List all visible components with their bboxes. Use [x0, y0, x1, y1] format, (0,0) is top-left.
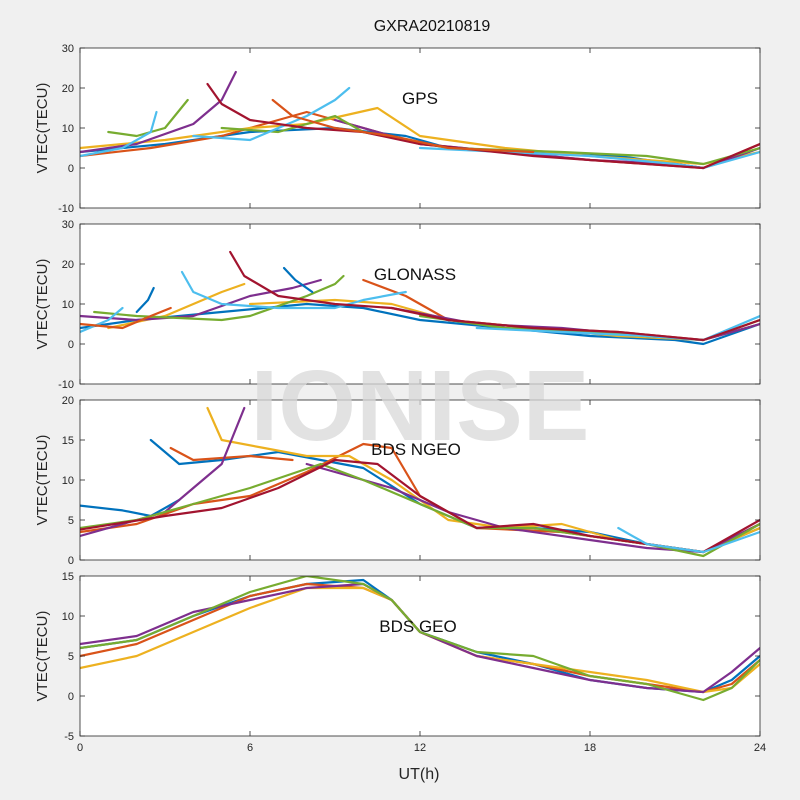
- glonass-panel: -10 0 10 20 30 VTEC(TECU) GLONASS: [34, 219, 761, 391]
- bds-ngeo-y-tick-label: 0: [68, 555, 74, 567]
- bds-geo-annotation: BDS GEO: [379, 617, 456, 636]
- gps-annotation: GPS: [402, 89, 438, 108]
- glonass-y-tick-label: 30: [62, 219, 74, 231]
- bds-geo-y-tick-label: 0: [68, 691, 74, 703]
- glonass-series-line: [93, 274, 345, 322]
- glonass-series-line: [229, 250, 760, 342]
- gps-series-group: [80, 70, 760, 170]
- glonass-series-line: [475, 314, 760, 342]
- x-tick-label: 0: [77, 742, 83, 754]
- gps-series-line: [192, 86, 351, 142]
- bds-geo-series-line: [80, 576, 760, 702]
- gps-y-tick-label: 0: [68, 163, 74, 175]
- glonass-y-tick-label: -10: [58, 379, 74, 391]
- glonass-series-line: [80, 278, 322, 322]
- gps-panel: -10 0 10 20 30 VTEC(TECU) GPS: [34, 43, 761, 215]
- gps-y-tick-label: -10: [58, 203, 74, 215]
- bds-geo-y-tick-label: 15: [62, 571, 74, 583]
- x-tick-label: 18: [584, 742, 596, 754]
- glonass-series-line: [180, 270, 407, 310]
- glonass-y-tick-label: 20: [62, 259, 74, 271]
- glonass-series-line: [80, 306, 124, 334]
- bds-ngeo-y-tick-label: 20: [62, 395, 74, 407]
- bds-geo-plot-area: [80, 576, 760, 736]
- gps-y-tick-label: 20: [62, 83, 74, 95]
- glonass-series-line: [135, 286, 155, 314]
- bds-geo-y-axis-label: VTEC(TECU): [34, 611, 51, 702]
- glonass-y-axis-label: VTEC(TECU): [34, 259, 51, 350]
- x-tick-label: 24: [754, 742, 766, 754]
- glonass-series-line: [80, 302, 760, 346]
- glonass-series-line: [80, 306, 172, 330]
- gps-series-line: [271, 98, 535, 154]
- glonass-series-line: [282, 266, 314, 294]
- bds-ngeo-series-group: [80, 406, 760, 558]
- glonass-y-tick-label: 0: [68, 339, 74, 351]
- bds-geo-y-tick-label: 10: [62, 611, 74, 623]
- gps-series-line: [80, 110, 158, 158]
- bds-ngeo-annotation: BDS NGEO: [371, 440, 461, 459]
- bds-ngeo-panel: 0 5 10 15 20 VTEC(TECU) BDS NGEO: [34, 395, 761, 567]
- bds-geo-y-tick-label: -5: [64, 731, 74, 743]
- glonass-series-group: [80, 250, 760, 346]
- bds-ngeo-y-tick-label: 5: [68, 515, 74, 527]
- bds-ngeo-plot-area: [80, 400, 760, 560]
- bds-ngeo-y-tick-label: 10: [62, 475, 74, 487]
- bds-geo-series-group: [80, 576, 760, 702]
- glonass-annotation: GLONASS: [374, 265, 456, 284]
- subplot-panels: -10 0 10 20 30 VTEC(TECU) GPS -10 0 10 20 30 VTEC(TE…: [34, 43, 766, 754]
- bds-ngeo-series-line: [80, 498, 181, 518]
- watermark: IONISE: [251, 350, 590, 462]
- gps-y-axis-label: VTEC(TECU): [34, 83, 51, 174]
- bds-ngeo-y-tick-label: 15: [62, 435, 74, 447]
- gps-y-tick-label: 10: [62, 123, 74, 135]
- x-tick-label: 12: [414, 742, 426, 754]
- gps-series-line: [206, 82, 760, 170]
- glonass-y-tick-label: 10: [62, 299, 74, 311]
- bds-ngeo-y-axis-label: VTEC(TECU): [34, 435, 51, 526]
- bds-geo-y-tick-label: 5: [68, 651, 74, 663]
- gps-plot-area: [80, 48, 760, 208]
- gps-series-line: [80, 106, 760, 166]
- x-axis-label: UT(h): [399, 766, 440, 783]
- gps-y-tick-label: 30: [62, 43, 74, 55]
- x-tick-label: 6: [247, 742, 253, 754]
- bds-ngeo-series-line: [169, 446, 294, 462]
- figure-title: GXRA20210819: [374, 18, 491, 35]
- bds-ngeo-series-line: [617, 526, 760, 554]
- gps-series-line: [80, 70, 237, 154]
